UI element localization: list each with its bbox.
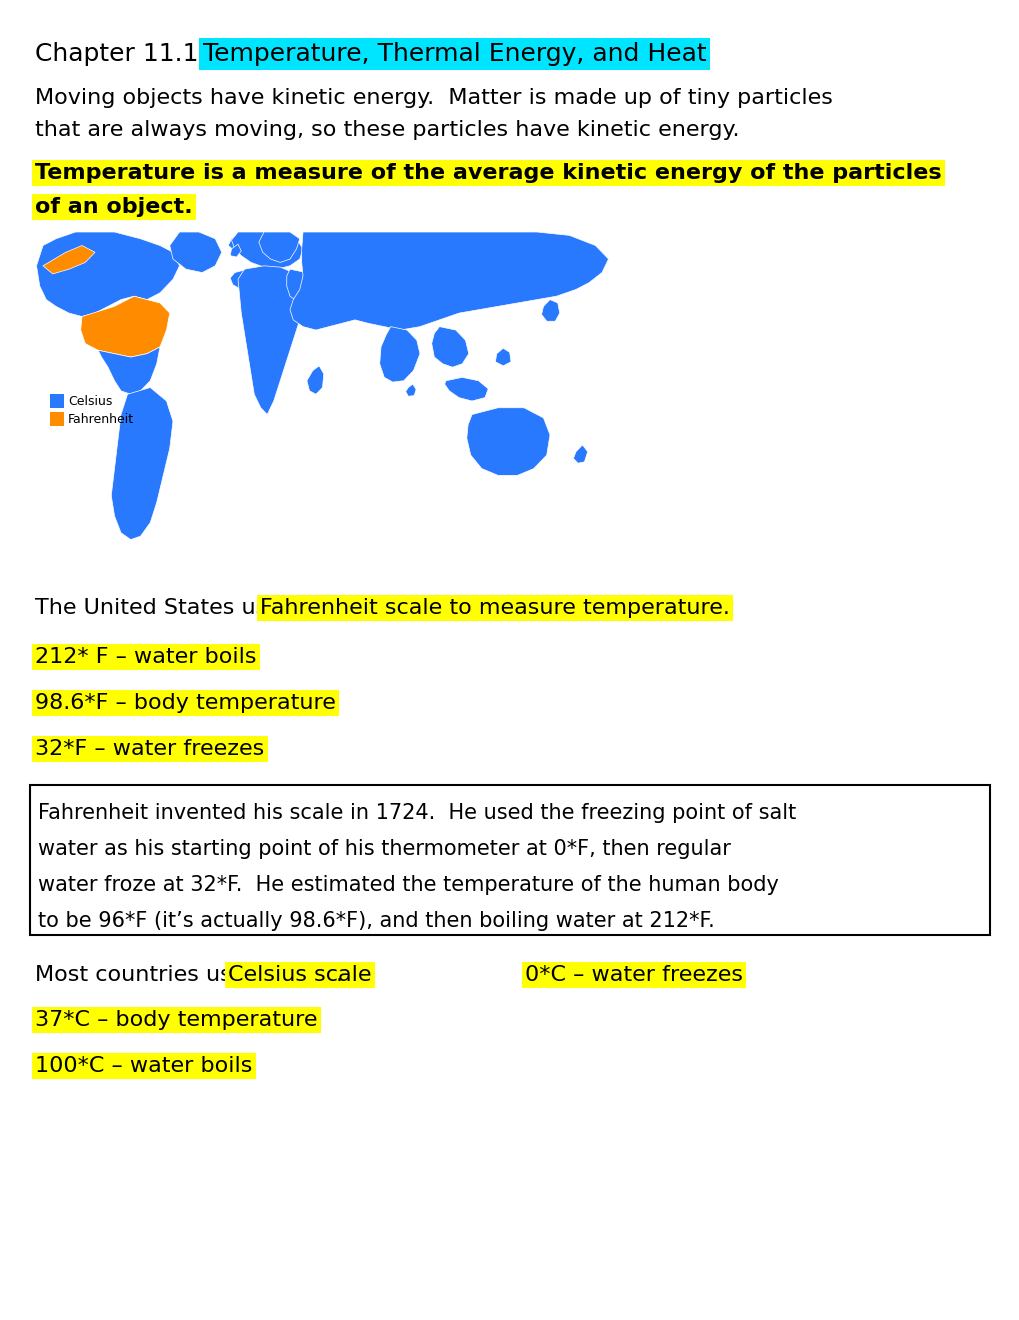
Polygon shape xyxy=(81,296,169,356)
Text: 32*F – water freezes: 32*F – water freezes xyxy=(35,739,264,759)
Polygon shape xyxy=(111,388,173,540)
Polygon shape xyxy=(495,348,511,366)
Polygon shape xyxy=(444,378,488,401)
Text: Most countries use the: Most countries use the xyxy=(35,965,296,985)
Text: Temperature is a measure of the average kinetic energy of the particles: Temperature is a measure of the average … xyxy=(35,162,941,183)
Polygon shape xyxy=(379,326,420,381)
Bar xyxy=(50,395,64,408)
Text: Celsius scale: Celsius scale xyxy=(228,965,371,985)
Text: The United States uses the: The United States uses the xyxy=(35,598,343,618)
Text: Fahrenheit invented his scale in 1724.  He used the freezing point of salt: Fahrenheit invented his scale in 1724. H… xyxy=(38,803,796,822)
Text: 98.6*F – body temperature: 98.6*F – body temperature xyxy=(35,693,335,713)
Polygon shape xyxy=(573,445,587,463)
Text: 100*C – water boils: 100*C – water boils xyxy=(35,1056,252,1076)
Text: Fahrenheit: Fahrenheit xyxy=(68,413,133,426)
Text: 212* F – water boils: 212* F – water boils xyxy=(35,647,256,667)
Text: Moving objects have kinetic energy.  Matter is made up of tiny particles: Moving objects have kinetic energy. Matt… xyxy=(35,88,833,108)
Text: water froze at 32*F.  He estimated the temperature of the human body: water froze at 32*F. He estimated the te… xyxy=(38,875,779,895)
Polygon shape xyxy=(259,232,300,263)
Text: water as his starting point of his thermometer at 0*F, then regular: water as his starting point of his therm… xyxy=(38,840,731,859)
Polygon shape xyxy=(231,232,303,269)
Polygon shape xyxy=(98,347,160,395)
Polygon shape xyxy=(230,244,242,257)
Text: Chapter 11.1: Chapter 11.1 xyxy=(35,42,214,66)
Text: that are always moving, so these particles have kinetic energy.: that are always moving, so these particl… xyxy=(35,120,739,140)
Text: of an object.: of an object. xyxy=(35,197,193,216)
Text: Temperature, Thermal Energy, and Heat: Temperature, Thermal Energy, and Heat xyxy=(203,42,706,66)
Polygon shape xyxy=(230,269,254,289)
Polygon shape xyxy=(228,235,248,251)
Text: 0*C – water freezes: 0*C – water freezes xyxy=(525,965,742,985)
Text: Celsius: Celsius xyxy=(68,395,112,408)
Polygon shape xyxy=(169,232,221,272)
Text: 37*C – body temperature: 37*C – body temperature xyxy=(35,1010,317,1030)
Polygon shape xyxy=(541,300,559,321)
Polygon shape xyxy=(37,232,179,317)
Bar xyxy=(50,412,64,426)
Polygon shape xyxy=(467,408,549,475)
Text: Fahrenheit scale to measure temperature.: Fahrenheit scale to measure temperature. xyxy=(260,598,730,618)
Polygon shape xyxy=(289,232,608,330)
FancyBboxPatch shape xyxy=(30,785,989,935)
Polygon shape xyxy=(307,366,323,395)
Text: .: . xyxy=(335,965,342,985)
Polygon shape xyxy=(431,326,469,367)
Polygon shape xyxy=(43,246,95,275)
Polygon shape xyxy=(406,384,416,396)
Polygon shape xyxy=(286,269,325,306)
Text: to be 96*F (it’s actually 98.6*F), and then boiling water at 212*F.: to be 96*F (it’s actually 98.6*F), and t… xyxy=(38,911,714,931)
Polygon shape xyxy=(237,265,303,414)
